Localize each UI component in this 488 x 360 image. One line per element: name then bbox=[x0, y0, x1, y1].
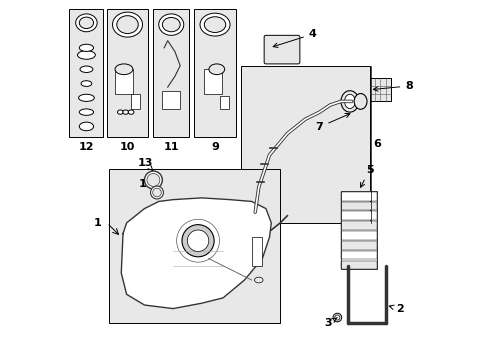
Text: 3: 3 bbox=[324, 318, 337, 328]
Bar bbox=[340, 192, 376, 201]
Bar bbox=[131, 94, 140, 109]
Ellipse shape bbox=[115, 64, 133, 75]
Ellipse shape bbox=[117, 16, 138, 33]
Ellipse shape bbox=[204, 17, 225, 32]
Polygon shape bbox=[121, 198, 271, 309]
Ellipse shape bbox=[162, 18, 180, 32]
Circle shape bbox=[187, 230, 208, 251]
Circle shape bbox=[147, 174, 160, 186]
Bar bbox=[340, 251, 376, 260]
Bar bbox=[108, 169, 280, 323]
Ellipse shape bbox=[340, 91, 358, 112]
Bar bbox=[220, 96, 229, 109]
Circle shape bbox=[150, 186, 163, 199]
Bar bbox=[162, 91, 180, 109]
Ellipse shape bbox=[122, 110, 128, 114]
Text: 8: 8 bbox=[373, 81, 412, 91]
Ellipse shape bbox=[79, 44, 93, 51]
Text: 6: 6 bbox=[372, 139, 380, 149]
FancyBboxPatch shape bbox=[264, 35, 299, 64]
Circle shape bbox=[152, 188, 161, 197]
Bar bbox=[340, 211, 376, 220]
Circle shape bbox=[332, 313, 341, 322]
Text: 11: 11 bbox=[163, 143, 179, 153]
Ellipse shape bbox=[254, 277, 263, 283]
Text: 10: 10 bbox=[120, 143, 135, 153]
Ellipse shape bbox=[117, 110, 123, 114]
Text: 14: 14 bbox=[139, 179, 156, 192]
Text: 1: 1 bbox=[94, 218, 102, 228]
Ellipse shape bbox=[77, 51, 95, 59]
Ellipse shape bbox=[208, 64, 224, 75]
Text: 13: 13 bbox=[137, 158, 153, 171]
Ellipse shape bbox=[79, 109, 93, 115]
Ellipse shape bbox=[79, 94, 94, 102]
Ellipse shape bbox=[76, 14, 97, 32]
Ellipse shape bbox=[159, 14, 183, 35]
Bar bbox=[340, 241, 376, 249]
Circle shape bbox=[182, 225, 214, 257]
Circle shape bbox=[144, 171, 162, 189]
Ellipse shape bbox=[80, 66, 93, 72]
Ellipse shape bbox=[353, 94, 366, 109]
Ellipse shape bbox=[79, 122, 93, 131]
Bar bbox=[153, 9, 189, 137]
Circle shape bbox=[334, 315, 339, 320]
Text: 5: 5 bbox=[360, 165, 372, 187]
Bar bbox=[251, 237, 262, 266]
Bar bbox=[194, 9, 235, 137]
Text: 2: 2 bbox=[388, 304, 403, 314]
Ellipse shape bbox=[81, 81, 92, 86]
Ellipse shape bbox=[128, 110, 134, 114]
Bar bbox=[204, 69, 222, 94]
Text: 9: 9 bbox=[211, 143, 219, 153]
Circle shape bbox=[275, 43, 288, 56]
Bar bbox=[241, 66, 369, 223]
Ellipse shape bbox=[112, 12, 142, 37]
Bar bbox=[340, 202, 376, 210]
Bar bbox=[69, 9, 103, 137]
Text: 12: 12 bbox=[79, 143, 94, 153]
Bar bbox=[340, 191, 376, 269]
Text: 7: 7 bbox=[315, 113, 349, 132]
Text: 4: 4 bbox=[273, 29, 316, 48]
Bar bbox=[340, 261, 376, 269]
Bar bbox=[340, 231, 376, 240]
Ellipse shape bbox=[200, 13, 229, 36]
Bar bbox=[369, 78, 390, 102]
Ellipse shape bbox=[79, 17, 93, 28]
Bar bbox=[340, 221, 376, 230]
Ellipse shape bbox=[344, 94, 354, 109]
Bar bbox=[115, 69, 133, 94]
Bar bbox=[107, 9, 148, 137]
